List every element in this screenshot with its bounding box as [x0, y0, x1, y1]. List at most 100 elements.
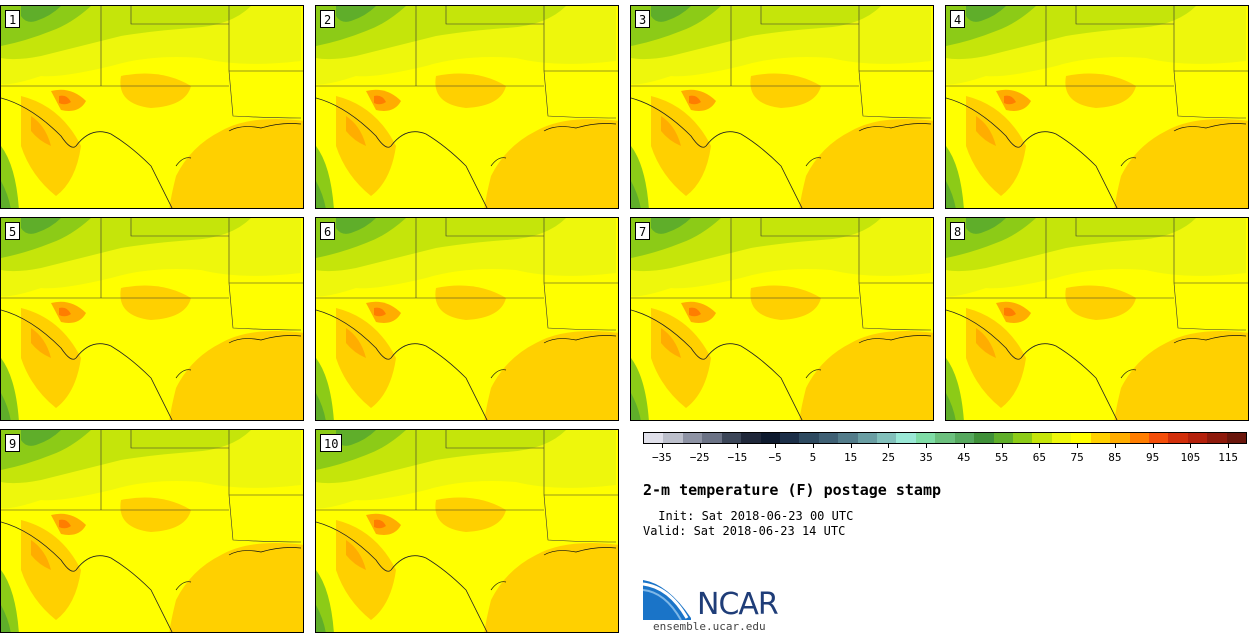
temperature-map [631, 6, 933, 208]
colorbar-swatch [877, 433, 897, 443]
colorbar-tick-label: 105 [1180, 451, 1201, 464]
colorbar-tick [1228, 444, 1230, 448]
colorbar-swatch [1051, 433, 1072, 443]
member-number-label: 4 [950, 10, 966, 28]
init-time: Init: Sat 2018-06-23 00 UTC [651, 509, 854, 523]
colorbar-swatch [1187, 433, 1208, 443]
colorbar-tick [661, 444, 663, 448]
member-number-label: 1 [5, 10, 21, 28]
temperature-map [316, 218, 618, 420]
colorbar-swatch [818, 433, 839, 443]
colorbar-tick-label: 75 [1070, 451, 1084, 464]
colorbar-tick [699, 444, 701, 448]
colorbar-swatch [954, 433, 975, 443]
colorbar-swatch [682, 433, 703, 443]
colorbar-tick-label: 95 [1146, 451, 1160, 464]
member-panel-7: 7 [630, 217, 934, 421]
colorbar-tick [888, 444, 890, 448]
colorbar-tick [1001, 444, 1003, 448]
member-number-label: 7 [635, 222, 651, 240]
colorbar-tick [812, 444, 814, 448]
temperature-map [946, 218, 1248, 420]
colorbar-swatch [857, 433, 878, 443]
colorbar-swatch [1207, 433, 1227, 443]
colorbar-tick-label: 25 [881, 451, 895, 464]
colorbar-tick-label: −5 [768, 451, 782, 464]
colorbar-swatch [1013, 433, 1033, 443]
member-number-label: 9 [5, 434, 21, 452]
temperature-map [631, 218, 933, 420]
colorbar-tick [775, 444, 777, 448]
colorbar-swatch [741, 433, 761, 443]
colorbar-tick [1077, 444, 1079, 448]
member-panel-10: 10 [315, 429, 619, 633]
colorbar-tick-label: 115 [1218, 451, 1239, 464]
site-url: ensemble.ucar.edu [653, 620, 766, 633]
colorbar-swatch [1032, 433, 1052, 443]
member-panel-1: 1 [0, 5, 304, 209]
member-panel-2: 2 [315, 5, 619, 209]
colorbar-swatch [721, 433, 742, 443]
colorbar-tick [737, 444, 739, 448]
colorbar-swatch [1129, 433, 1149, 443]
colorbar-ticks: −35 −25 −15 −5 5 15 25 35 45 55 65 75 85 95 105 115 [643, 444, 1247, 468]
colorbar-swatch [896, 433, 916, 443]
member-number-label: 6 [320, 222, 336, 240]
colorbar-swatch [974, 433, 994, 443]
member-number-label: 2 [320, 10, 336, 28]
colorbar-swatch [1071, 433, 1091, 443]
colorbar-swatch [1226, 433, 1247, 443]
colorbar-swatch [1090, 433, 1111, 443]
temperature-colorbar [643, 432, 1247, 444]
temperature-map [316, 6, 618, 208]
colorbar-tick-label: −35 [651, 451, 672, 464]
member-panel-4: 4 [945, 5, 1249, 209]
colorbar-swatch [993, 433, 1014, 443]
temperature-map [316, 430, 618, 632]
colorbar-tick-label: −25 [689, 451, 710, 464]
colorbar-swatch [838, 433, 858, 443]
colorbar-tick [1039, 444, 1041, 448]
colorbar-tick [963, 444, 965, 448]
colorbar-tick-label: −15 [727, 451, 748, 464]
colorbar-tick [850, 444, 852, 448]
colorbar-tick-label: 15 [844, 451, 858, 464]
colorbar-tick-label: 65 [1032, 451, 1046, 464]
temperature-map [1, 6, 303, 208]
colorbar-swatch [799, 433, 819, 443]
colorbar-swatch [1168, 433, 1188, 443]
colorbar-swatch [663, 433, 683, 443]
colorbar-swatch [1110, 433, 1130, 443]
colorbar-swatch [935, 433, 955, 443]
member-number-label: 8 [950, 222, 966, 240]
colorbar-swatch [644, 433, 664, 443]
temperature-map [1, 218, 303, 420]
member-panel-8: 8 [945, 217, 1249, 421]
colorbar-swatch [779, 433, 800, 443]
plot-title: 2-m temperature (F) postage stamp [643, 481, 942, 499]
colorbar-tick [1114, 444, 1116, 448]
member-number-label: 5 [5, 222, 21, 240]
member-panel-6: 6 [315, 217, 619, 421]
valid-time: Valid: Sat 2018-06-23 14 UTC [643, 524, 846, 538]
temperature-map [946, 6, 1248, 208]
colorbar-tick [1152, 444, 1154, 448]
member-number-label: 10 [320, 434, 343, 452]
colorbar-tick [926, 444, 928, 448]
temperature-map [1, 430, 303, 632]
colorbar-swatch [702, 433, 722, 443]
colorbar-swatch [915, 433, 936, 443]
member-number-label: 3 [635, 10, 651, 28]
colorbar-swatch [1148, 433, 1169, 443]
member-panel-5: 5 [0, 217, 304, 421]
ncar-logo-icon [643, 580, 691, 621]
colorbar-tick-label: 55 [995, 451, 1009, 464]
colorbar-tick-label: 35 [919, 451, 933, 464]
colorbar-tick-label: 45 [957, 451, 971, 464]
member-panel-9: 9 [0, 429, 304, 633]
colorbar-tick [1190, 444, 1192, 448]
ncar-logo-text: NCAR [697, 587, 779, 622]
colorbar-tick-label: 85 [1108, 451, 1122, 464]
colorbar-tick-label: 5 [809, 451, 817, 464]
colorbar-swatch [760, 433, 780, 443]
